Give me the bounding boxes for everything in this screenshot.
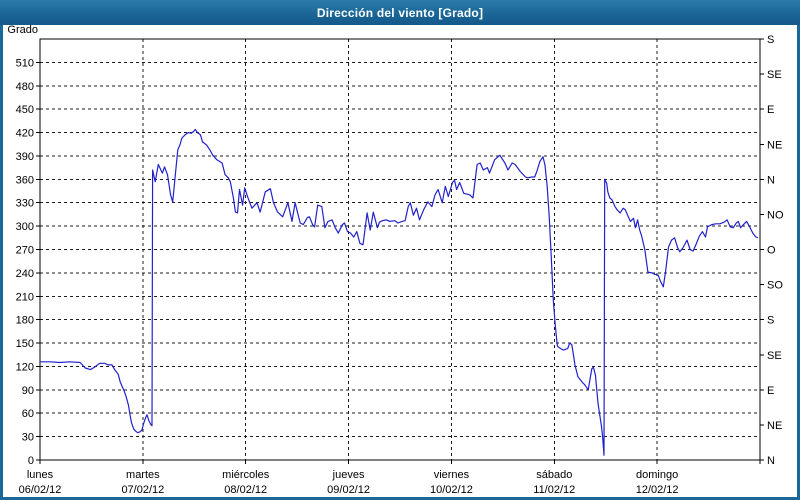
y-left-tick-label: 510 — [16, 57, 34, 69]
y-left-tick-label: 0 — [28, 455, 34, 467]
x-date-label: 07/02/12 — [121, 484, 164, 496]
y-left-tick-label: 120 — [16, 361, 34, 373]
y-left-axis-title: Grado — [7, 25, 38, 36]
y-left-tick-label: 330 — [16, 198, 34, 210]
x-date-label: 11/02/12 — [533, 484, 575, 496]
y-left-tick-label: 390 — [16, 151, 34, 163]
y-right-tick-label: S — [767, 315, 774, 327]
y-left-tick-label: 150 — [16, 338, 34, 350]
x-day-label: lunes — [27, 469, 54, 481]
y-left-tick-label: 450 — [16, 104, 34, 116]
y-right-tick-label: SO — [767, 280, 783, 292]
y-right-tick-label: NO — [767, 209, 784, 221]
y-right-tick-label: N — [767, 455, 775, 467]
wind-direction-chart: 0 30 60 90 120 150 180 210 240 270 300 330 360 390 420… — [7, 24, 784, 496]
y-left-tick-label: 90 — [22, 385, 34, 397]
y-right-tick-label: SE — [767, 350, 782, 362]
y-right-tick-label: NE — [767, 420, 782, 432]
y-right-tick-label: NE — [767, 139, 782, 151]
x-day-label: miércoles — [222, 469, 270, 481]
y-left-tick-label: 60 — [22, 408, 34, 420]
x-date-label: 10/02/12 — [430, 484, 473, 496]
y-left-tick-label: 360 — [16, 174, 34, 186]
y-right-tick-label: E — [767, 385, 774, 397]
y-left-tick-label: 420 — [16, 128, 34, 140]
x-date-label: 12/02/12 — [636, 484, 679, 496]
y-left-tick-label: 480 — [16, 81, 34, 93]
y-right-tick-label: SE — [767, 69, 782, 81]
y-right-tick-label: O — [767, 245, 776, 257]
x-date-label: 09/02/12 — [327, 484, 370, 496]
x-day-label: viernes — [434, 469, 470, 481]
y-right-tick-label: E — [767, 104, 774, 116]
titlebar: Dirección del viento [Grado] — [0, 0, 800, 25]
y-left-tick-label: 30 — [22, 432, 34, 444]
y-left-tick-label: 270 — [16, 245, 34, 257]
chart-area: 0 30 60 90 120 150 180 210 240 270 300 330 360 390 420… — [3, 24, 797, 497]
window-title: Dirección del viento [Grado] — [316, 5, 484, 20]
x-day-label: martes — [126, 469, 160, 481]
y-left-tick-label: 210 — [16, 291, 34, 303]
x-day-label: sábado — [536, 469, 572, 481]
y-right-tick-label: S — [767, 34, 774, 46]
y-left-tick-label: 180 — [16, 315, 34, 327]
x-day-label: jueves — [332, 469, 365, 481]
y-right-tick-label: N — [767, 174, 775, 186]
y-left-tick-label: 240 — [16, 268, 34, 280]
wind-direction-line — [40, 128, 759, 456]
x-date-label: 06/02/12 — [19, 484, 62, 496]
x-date-label: 08/02/12 — [224, 484, 267, 496]
y-left-tick-label: 300 — [16, 221, 34, 233]
x-day-label: domingo — [636, 469, 678, 481]
